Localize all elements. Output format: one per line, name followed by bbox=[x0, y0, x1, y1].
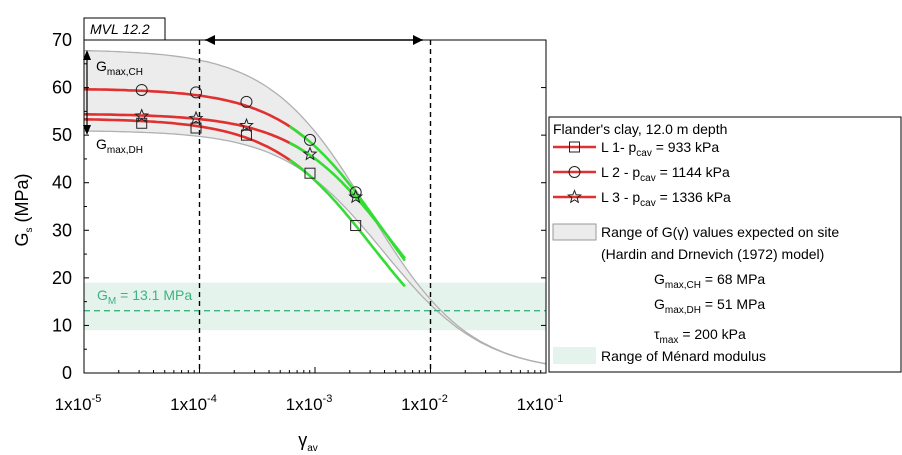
x-tick-label-2: 1x10-3 bbox=[286, 393, 333, 414]
legend-range-line2: (Hardin and Drnevich (1972) model) bbox=[601, 246, 824, 262]
legend-menard-swatch bbox=[553, 347, 596, 364]
series-3-marker-2 bbox=[188, 110, 204, 125]
x-axis-label: γav bbox=[298, 430, 318, 454]
legend: Flander's clay, 12.0 m depth L 1- pcav =… bbox=[548, 116, 902, 373]
series-1-marker-1 bbox=[136, 117, 148, 129]
series-3-marker-4 bbox=[302, 146, 318, 161]
legend-menard-label: Range of Ménard modulus bbox=[601, 348, 766, 364]
legend-series-3-marker bbox=[567, 189, 582, 204]
y-axis-label: Gs (MPa) bbox=[12, 173, 35, 246]
legend-range-line1: Range of G(γ) values expected on site bbox=[601, 224, 839, 240]
markers-layer bbox=[134, 83, 364, 232]
y-tick-label-40: 40 bbox=[52, 173, 72, 193]
range-band-fill bbox=[84, 50, 546, 364]
y-tick-label-0: 0 bbox=[62, 363, 72, 383]
tag-label-text: MVL 12.2 bbox=[90, 21, 150, 37]
x-tick-label-1: 1x10-4 bbox=[170, 393, 217, 414]
legend-series-3-label: L 3 - pcav = 1336 kPa bbox=[601, 189, 731, 209]
menard-band-layer bbox=[84, 282, 546, 331]
series-3-fit-line bbox=[288, 141, 406, 260]
series-3-marker-5 bbox=[348, 189, 364, 204]
series-2-marker-5 bbox=[349, 186, 362, 199]
y-tick-label-50: 50 bbox=[52, 125, 72, 145]
legend-series-2-label: L 2 - pcav = 1144 kPa bbox=[601, 164, 730, 184]
tag-label: MVL 12.2 bbox=[83, 17, 166, 41]
series-2-marker-4 bbox=[303, 133, 316, 146]
series-1-fit-line bbox=[288, 158, 406, 288]
legend-series-1-label: L 1- pcav = 933 kPa bbox=[601, 139, 719, 159]
series-1-measured-line bbox=[84, 118, 305, 172]
legend-gmax-dh: Gmax,DH = 51 MPa bbox=[654, 296, 765, 316]
x-tick-label-0: 1x10-5 bbox=[55, 393, 102, 414]
series-1-marker-4 bbox=[304, 167, 316, 179]
gmax-ch-annotation: Gmax,CH bbox=[96, 58, 143, 78]
svg-text:MVL 12.2: MVL 12.2 bbox=[90, 21, 150, 37]
legend-title: Flander's clay, 12.0 m depth bbox=[553, 121, 727, 137]
y-tick-label-30: 30 bbox=[52, 220, 72, 240]
y-tick-label-20: 20 bbox=[52, 268, 72, 288]
x-tick-label-4: 1x10-1 bbox=[517, 393, 564, 414]
series-2-measured-line bbox=[84, 87, 305, 138]
legend-tau-max: τmax = 200 kPa bbox=[654, 326, 746, 346]
series-layer bbox=[84, 87, 406, 288]
y-tick-label-60: 60 bbox=[52, 78, 72, 98]
range-double-arrow bbox=[205, 35, 423, 45]
series-1-marker-3 bbox=[240, 129, 252, 141]
series-2-marker-3 bbox=[240, 95, 253, 108]
series-2-marker-1 bbox=[135, 83, 148, 96]
legend-range-swatch bbox=[552, 223, 597, 241]
series-1-marker-2 bbox=[190, 122, 202, 134]
legend-series-2-marker bbox=[568, 166, 581, 178]
y-tick-label-10: 10 bbox=[52, 315, 72, 335]
series-2-marker-2 bbox=[190, 86, 203, 99]
series-3-measured-line bbox=[84, 113, 305, 153]
legend-series-1-marker bbox=[569, 141, 580, 153]
gmax-double-arrow bbox=[83, 50, 91, 135]
gm-annotation: GM = 13.1 MPa bbox=[97, 287, 192, 307]
x-tick-label-3: 1x10-2 bbox=[401, 393, 448, 414]
legend-series-entries: L 1- pcav = 933 kPa L 2 - pcav = 1144 kPa… bbox=[553, 139, 731, 209]
menard-modulus-band bbox=[84, 282, 546, 331]
series-3-marker-1 bbox=[134, 108, 150, 123]
series-3-marker-3 bbox=[238, 117, 254, 133]
ticks-layer: 0 10 20 30 40 50 60 70 1x10-5 1x10-4 1x10-3 1x10-2 1… bbox=[52, 30, 563, 414]
range-band-upper-edge bbox=[84, 49, 546, 365]
legend-box bbox=[548, 116, 902, 373]
y-tick-label-70: 70 bbox=[52, 30, 72, 50]
gmax-dh-annotation: Gmax,DH bbox=[96, 136, 143, 156]
legend-gmax-ch: Gmax,CH = 68 MPa bbox=[654, 271, 765, 291]
series-1-marker-5 bbox=[350, 220, 362, 232]
